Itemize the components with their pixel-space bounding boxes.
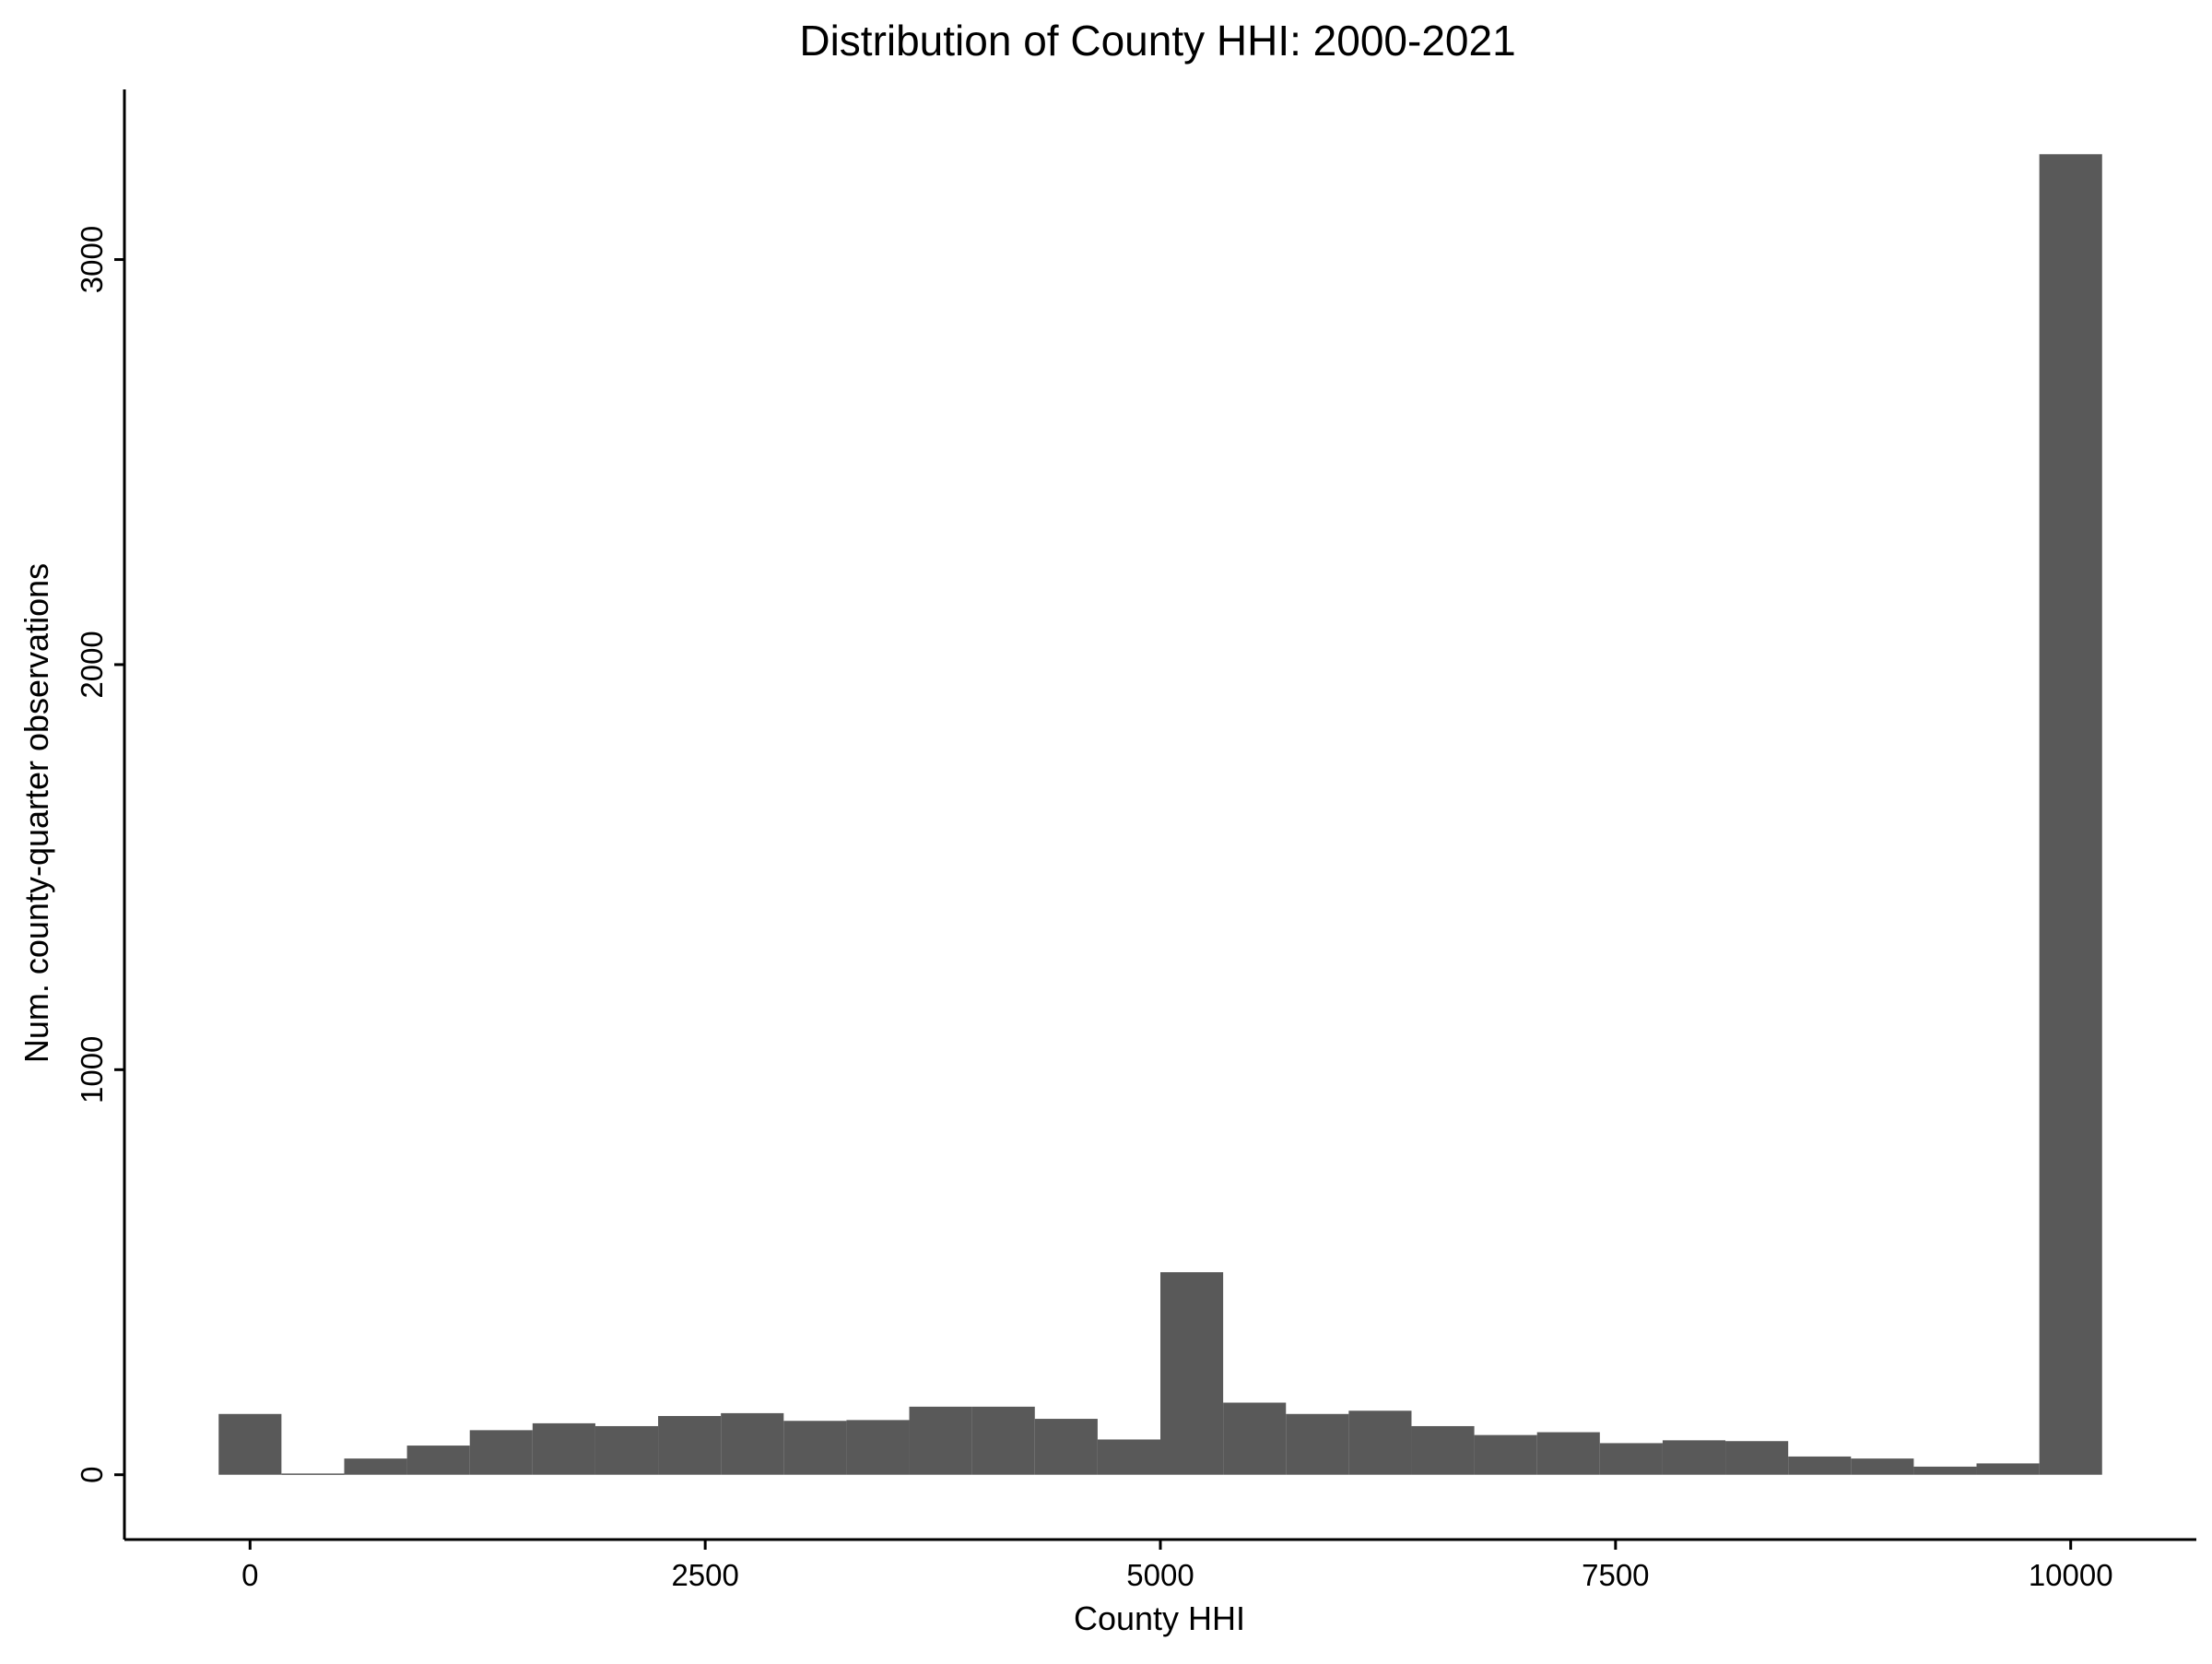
y-axis-title: Num. county-quarter observations — [18, 563, 55, 1063]
histogram-bar — [1097, 1439, 1160, 1475]
histogram-bar — [658, 1415, 722, 1475]
histogram-bar — [406, 1446, 470, 1475]
histogram-bar — [1411, 1425, 1475, 1475]
histogram-bar — [721, 1412, 784, 1475]
x-tick-label: 0 — [241, 1558, 258, 1592]
histogram-bar — [971, 1406, 1035, 1475]
y-tick-label: 1000 — [75, 1036, 109, 1103]
histogram-bar — [909, 1406, 972, 1475]
histogram-bar — [532, 1422, 595, 1475]
y-axis-ticks: 0 1000 2000 3000 — [75, 226, 124, 1483]
histogram-bar — [1788, 1456, 1852, 1475]
x-axis-ticks: 0 2500 5000 7500 10000 — [241, 1540, 2113, 1592]
bars-group — [218, 154, 2102, 1475]
histogram-bar — [783, 1421, 847, 1475]
y-tick-label: 3000 — [75, 226, 109, 293]
histogram-bar — [1976, 1463, 2040, 1475]
y-tick-label: 2000 — [75, 631, 109, 698]
x-tick-label: 2500 — [671, 1558, 738, 1592]
chart-title: Distribution of County HHI: 2000-2021 — [799, 17, 1515, 65]
histogram-bar — [1474, 1434, 1537, 1475]
histogram-bar — [1160, 1272, 1224, 1475]
histogram-bar — [1536, 1432, 1600, 1475]
x-tick-label: 10000 — [2029, 1558, 2113, 1592]
histogram-bar — [1223, 1402, 1287, 1475]
histogram-bar — [281, 1473, 345, 1475]
histogram-bar — [1286, 1413, 1349, 1475]
histogram-bar — [1725, 1441, 1789, 1475]
histogram-bar — [1851, 1458, 1914, 1475]
y-tick-label: 0 — [75, 1467, 109, 1483]
histogram-bar — [1034, 1419, 1098, 1475]
histogram-bar — [1913, 1466, 1977, 1475]
histogram-bar — [218, 1413, 282, 1475]
histogram-bar — [1348, 1410, 1412, 1475]
x-tick-label: 5000 — [1126, 1558, 1194, 1592]
histogram-bar — [2039, 154, 2102, 1475]
histogram-bar — [594, 1425, 659, 1475]
histogram-bar — [344, 1458, 407, 1475]
histogram-bar — [846, 1420, 910, 1475]
x-axis-title: County HHI — [1074, 1599, 1245, 1637]
histogram-bar — [1599, 1443, 1663, 1475]
x-tick-label: 7500 — [1582, 1558, 1649, 1592]
histogram-bar — [469, 1430, 533, 1475]
histogram-bar — [1662, 1440, 1726, 1475]
